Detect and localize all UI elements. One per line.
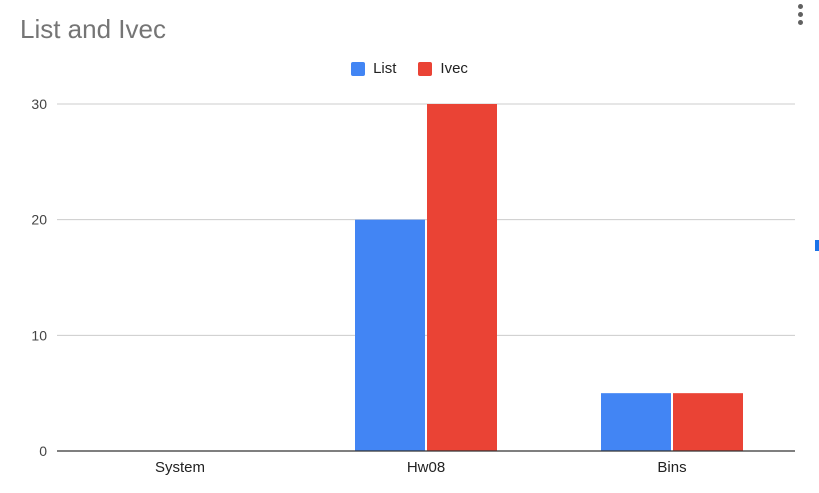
bar-ivec-bins[interactable] bbox=[673, 393, 743, 451]
y-tick-label: 10 bbox=[31, 327, 47, 343]
legend-swatch-list bbox=[351, 61, 366, 76]
x-tick-label: System bbox=[155, 459, 205, 476]
y-tick-label: 30 bbox=[31, 96, 47, 112]
legend: List Ivec bbox=[0, 60, 819, 77]
resize-handle[interactable] bbox=[815, 240, 819, 251]
legend-label-ivec: Ivec bbox=[440, 60, 468, 77]
bar-list-hw08[interactable] bbox=[355, 219, 425, 451]
legend-item-ivec[interactable]: Ivec bbox=[418, 60, 468, 77]
y-tick-label: 0 bbox=[39, 443, 47, 459]
x-tick-label: Hw08 bbox=[407, 459, 445, 476]
legend-swatch-ivec bbox=[418, 61, 433, 76]
chart-title: List and Ivec bbox=[20, 14, 166, 44]
legend-label-list: List bbox=[373, 60, 397, 77]
legend-item-list[interactable]: List bbox=[351, 60, 396, 77]
y-tick-label: 20 bbox=[31, 212, 47, 228]
more-options-icon[interactable] bbox=[794, 2, 806, 28]
x-tick-label: Bins bbox=[657, 459, 686, 476]
bar-ivec-hw08[interactable] bbox=[427, 104, 497, 451]
bar-list-bins[interactable] bbox=[601, 393, 671, 451]
